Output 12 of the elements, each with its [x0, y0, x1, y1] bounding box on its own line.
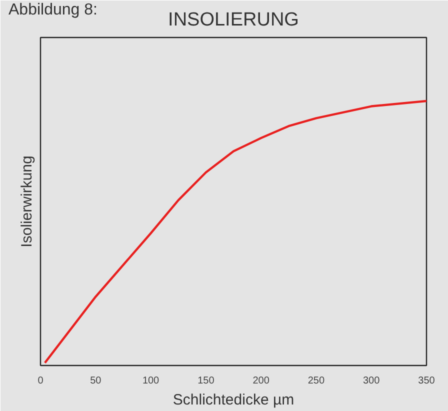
- x-tick-label: 0: [38, 376, 44, 386]
- text: Abbildung 8:: [8, 2, 98, 18]
- x-tick-label: 150: [198, 376, 215, 386]
- x-tick-label: 50: [90, 376, 102, 386]
- x-tick-label: 250: [308, 376, 325, 386]
- y-axis-title: Isolierwirkung: [18, 156, 36, 248]
- x-axis-title: Schlichtedicke µm: [172, 392, 294, 408]
- x-tick-label: 100: [142, 376, 160, 386]
- x-tick-label: 200: [252, 376, 270, 386]
- chart-title: INSOLIERUNG: [168, 10, 299, 30]
- x-tick-label: 350: [418, 376, 436, 386]
- x-tick-label: 300: [363, 376, 380, 386]
